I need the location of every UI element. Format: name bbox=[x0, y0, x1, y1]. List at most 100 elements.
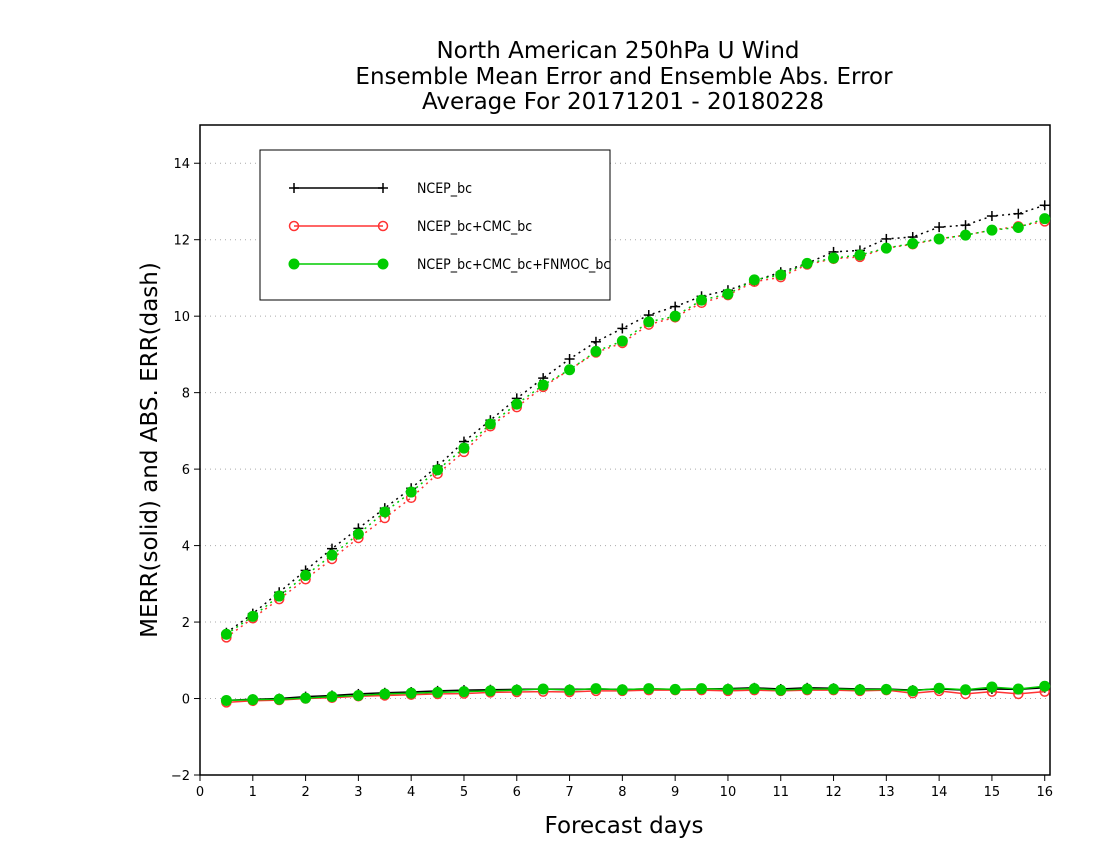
mean-err-point bbox=[511, 684, 523, 696]
mean-err-point bbox=[220, 694, 232, 706]
mean-err-point bbox=[801, 683, 813, 695]
abs-err-line-ncep-bc-cmc-bc-fnmoc-bc bbox=[225, 217, 1045, 635]
abs-err-point bbox=[986, 211, 997, 221]
abs-err-point bbox=[854, 249, 866, 261]
x-tick-label: 16 bbox=[1036, 785, 1053, 800]
mean-err-point bbox=[300, 692, 312, 704]
abs-err-point bbox=[933, 233, 945, 245]
legend-swatch-marker bbox=[289, 183, 299, 193]
legend-label: NCEP_bc+CMC_bc bbox=[417, 219, 532, 235]
abs-err-point bbox=[1012, 221, 1024, 233]
mean-err-point bbox=[669, 683, 681, 695]
mean-err-point bbox=[722, 683, 734, 695]
series-layer bbox=[220, 200, 1051, 708]
x-tick-label: 11 bbox=[772, 785, 789, 800]
mean-err-point bbox=[564, 684, 576, 696]
abs-err-point bbox=[590, 336, 601, 347]
chart-title-line-2: Ensemble Mean Error and Ensemble Abs. Er… bbox=[355, 64, 893, 90]
mean-err-point bbox=[616, 684, 628, 696]
abs-err-point bbox=[986, 224, 998, 236]
x-tick-label: 3 bbox=[354, 785, 362, 800]
abs-err-point bbox=[669, 310, 681, 322]
abs-err-point bbox=[960, 220, 971, 231]
y-tick-label: 10 bbox=[173, 310, 190, 325]
chart-title-line-3: Average For 20171201 - 20180228 bbox=[422, 89, 824, 115]
abs-err-point bbox=[590, 345, 602, 357]
chart-title-line-1: North American 250hPa U Wind bbox=[436, 38, 799, 64]
mean-err-point bbox=[880, 683, 892, 695]
abs-err-line-ncep-bc-cmc-bc bbox=[225, 220, 1045, 639]
series-ncep-bc-cmc-bc-fnmoc-bc bbox=[220, 213, 1051, 706]
legend-item: NCEP_bc+CMC_bc+FNMOC_bc bbox=[288, 257, 610, 273]
abs-err-point bbox=[458, 442, 470, 454]
abs-err-point bbox=[1039, 213, 1051, 225]
abs-err-point bbox=[775, 269, 787, 281]
abs-err-point bbox=[616, 335, 628, 347]
abs-err-point bbox=[643, 316, 655, 328]
x-tick-label: 15 bbox=[984, 785, 1001, 800]
y-tick-label: 2 bbox=[182, 616, 190, 631]
abs-err-point bbox=[326, 549, 338, 561]
mean-err-point bbox=[854, 684, 866, 696]
y-tick-label: 0 bbox=[182, 693, 190, 708]
x-tick-label: 14 bbox=[931, 785, 948, 800]
legend-swatch-marker bbox=[377, 258, 389, 270]
mean-err-point bbox=[379, 688, 391, 700]
chart-title: North American 250hPa U Wind Ensemble Me… bbox=[355, 38, 893, 115]
mean-err-point bbox=[326, 691, 338, 703]
mean-err-point bbox=[748, 683, 760, 695]
x-axis-label: Forecast days bbox=[545, 813, 704, 839]
legend-swatch-marker bbox=[378, 183, 388, 193]
x-tick-label: 2 bbox=[301, 785, 309, 800]
x-tick-label: 10 bbox=[720, 785, 737, 800]
legend-swatch-marker bbox=[377, 220, 389, 232]
mean-err-point bbox=[247, 694, 259, 706]
x-tick-label: 7 bbox=[565, 785, 573, 800]
y-tick-label: −2 bbox=[171, 769, 190, 784]
abs-err-point bbox=[1039, 200, 1050, 211]
abs-err-point bbox=[907, 238, 919, 250]
x-tick-label: 8 bbox=[618, 785, 626, 800]
mean-err-point bbox=[933, 682, 945, 694]
abs-err-point bbox=[564, 364, 576, 376]
abs-err-point bbox=[801, 257, 813, 269]
legend: NCEP_bc NCEP_bc+CMC_bc NCEP_bc+CMC_bc+FNMO… bbox=[259, 149, 611, 301]
abs-err-point bbox=[511, 398, 523, 410]
y-tick-label: 14 bbox=[173, 157, 190, 172]
mean-err-point bbox=[484, 685, 496, 697]
x-tick-label: 12 bbox=[825, 785, 842, 800]
x-tick-label: 5 bbox=[460, 785, 468, 800]
abs-err-point bbox=[881, 233, 892, 244]
abs-err-point bbox=[934, 222, 945, 233]
mean-err-point bbox=[273, 693, 285, 705]
abs-err-point bbox=[617, 323, 628, 334]
x-tick-label: 6 bbox=[513, 785, 521, 800]
legend-items: NCEP_bc NCEP_bc+CMC_bc NCEP_bc+CMC_bc+FNMO… bbox=[288, 181, 610, 273]
abs-err-point bbox=[880, 242, 892, 254]
mean-err-point bbox=[432, 686, 444, 698]
abs-err-point bbox=[352, 528, 364, 540]
x-tick-label: 9 bbox=[671, 785, 679, 800]
legend-box bbox=[259, 149, 611, 301]
legend-swatch-marker bbox=[288, 220, 300, 232]
y-tick-label: 6 bbox=[182, 463, 190, 478]
mean-err-point bbox=[1039, 680, 1051, 692]
mean-err-point bbox=[907, 685, 919, 697]
abs-err-point bbox=[696, 294, 708, 306]
abs-err-point bbox=[670, 301, 681, 312]
x-tick-label: 0 bbox=[196, 785, 204, 800]
abs-err-point bbox=[247, 610, 259, 622]
mean-err-point bbox=[643, 683, 655, 695]
abs-err-point bbox=[1013, 208, 1024, 219]
legend-swatch-marker bbox=[288, 258, 300, 270]
mean-err-point bbox=[775, 684, 787, 696]
plot-frame bbox=[199, 124, 1051, 776]
y-tick-label: 12 bbox=[173, 234, 190, 249]
x-tick-label: 13 bbox=[878, 785, 895, 800]
legend-item: NCEP_bc bbox=[289, 181, 472, 197]
mean-err-point bbox=[352, 689, 364, 701]
abs-err-point bbox=[960, 229, 972, 241]
abs-err-point bbox=[405, 486, 417, 498]
